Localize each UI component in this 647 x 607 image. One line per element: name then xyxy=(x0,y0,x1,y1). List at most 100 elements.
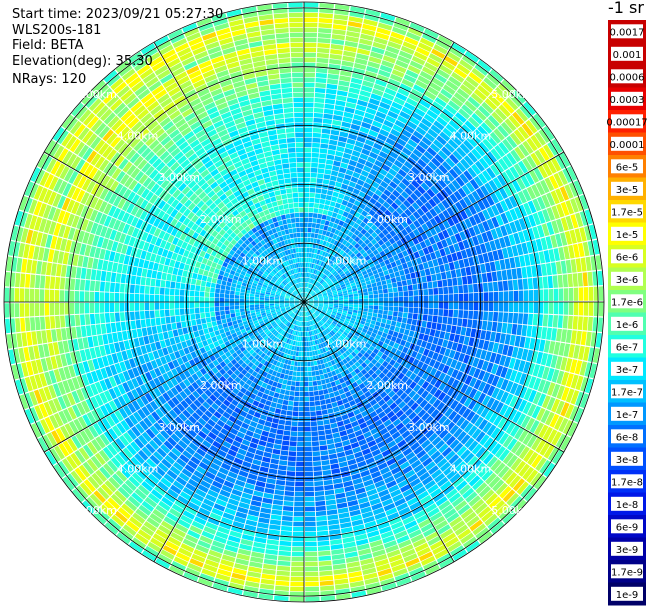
beta-cell xyxy=(338,305,344,308)
beta-cell xyxy=(396,155,406,164)
beta-cell xyxy=(308,299,314,301)
beta-cell xyxy=(390,336,397,342)
beta-cell xyxy=(330,397,337,403)
beta-cell xyxy=(483,292,489,302)
beta-cell xyxy=(266,478,276,485)
beta-cell xyxy=(453,302,459,310)
beta-cell xyxy=(413,251,420,259)
beta-cell xyxy=(304,7,319,13)
beta-cell xyxy=(324,169,332,175)
beta-cell xyxy=(316,218,322,224)
beta-cell xyxy=(445,171,455,182)
beta-cell xyxy=(482,253,490,263)
beta-cell xyxy=(440,189,449,199)
beta-cell xyxy=(327,292,333,296)
beta-cell xyxy=(316,380,322,386)
beta-cell xyxy=(416,234,424,243)
beta-cell xyxy=(382,342,389,349)
beta-cell xyxy=(359,38,373,46)
beta-cell xyxy=(464,100,477,112)
beta-cell xyxy=(424,328,431,335)
beta-cell xyxy=(368,327,374,332)
beta-cell xyxy=(433,361,441,370)
beta-cell xyxy=(347,185,355,193)
beta-cell xyxy=(318,163,326,169)
beta-cell xyxy=(491,375,500,387)
beta-cell xyxy=(481,232,489,243)
beta-cell xyxy=(358,255,364,261)
beta-cell xyxy=(382,92,395,101)
beta-cell xyxy=(266,539,279,546)
beta-cell xyxy=(421,168,431,178)
beta-cell xyxy=(518,399,528,412)
beta-cell xyxy=(311,253,315,258)
beta-cell xyxy=(294,396,299,402)
beta-cell xyxy=(356,329,362,334)
beta-cell xyxy=(399,83,412,93)
beta-cell xyxy=(541,327,548,340)
beta-cell xyxy=(360,258,367,264)
beta-cell xyxy=(343,50,356,58)
beta-cell xyxy=(304,102,314,108)
beta-cell xyxy=(304,282,306,288)
beta-cell xyxy=(425,342,432,350)
beta-cell xyxy=(342,239,348,246)
beta-cell xyxy=(473,88,487,101)
beta-cell xyxy=(341,275,347,280)
beta-cell xyxy=(365,160,374,169)
beta-cell xyxy=(358,174,367,182)
beta-cell xyxy=(342,55,355,63)
beta-cell xyxy=(538,251,546,264)
beta-cell xyxy=(332,291,338,295)
beta-cell xyxy=(451,252,458,262)
beta-cell xyxy=(305,531,317,537)
beta-cell xyxy=(363,75,376,83)
beta-cell xyxy=(333,207,340,214)
beta-cell xyxy=(505,368,513,380)
beta-cell xyxy=(330,284,335,289)
beta-cell xyxy=(322,469,332,476)
beta-cell xyxy=(461,344,468,354)
beta-cell xyxy=(455,371,464,381)
beta-cell xyxy=(304,491,315,497)
beta-cell xyxy=(308,376,313,382)
beta-cell xyxy=(287,405,293,411)
beta-cell xyxy=(446,227,454,237)
beta-cell xyxy=(454,131,466,143)
beta-cell xyxy=(356,53,369,61)
beta-cell xyxy=(481,360,489,371)
beta-cell xyxy=(344,217,351,224)
beta-cell xyxy=(413,331,420,339)
beta-cell xyxy=(537,379,546,393)
beta-cell xyxy=(370,266,377,272)
beta-cell xyxy=(478,157,489,169)
beta-cell xyxy=(565,200,575,215)
beta-cell xyxy=(348,258,354,264)
beta-cell xyxy=(573,302,579,316)
beta-cell xyxy=(362,261,369,267)
beta-cell xyxy=(364,277,370,282)
beta-cell xyxy=(537,164,548,179)
beta-cell xyxy=(381,265,388,272)
beta-cell xyxy=(428,308,434,315)
beta-cell xyxy=(541,194,551,208)
beta-cell xyxy=(403,291,409,297)
beta-cell xyxy=(371,256,377,262)
beta-cell xyxy=(438,302,444,309)
beta-cell xyxy=(358,292,363,296)
beta-cell xyxy=(271,509,282,516)
beta-cell xyxy=(324,98,336,105)
beta-cell xyxy=(326,504,337,511)
beta-cell xyxy=(489,69,504,82)
beta-cell xyxy=(333,240,339,246)
beta-cell xyxy=(363,143,373,151)
beta-cell xyxy=(328,281,333,286)
beta-cell xyxy=(538,129,551,143)
beta-cell xyxy=(456,161,467,173)
beta-cell xyxy=(339,249,345,256)
beta-cell xyxy=(470,132,482,144)
beta-cell xyxy=(343,306,349,309)
beta-cell xyxy=(269,519,281,526)
beta-cell xyxy=(455,361,463,371)
beta-cell xyxy=(447,139,459,150)
